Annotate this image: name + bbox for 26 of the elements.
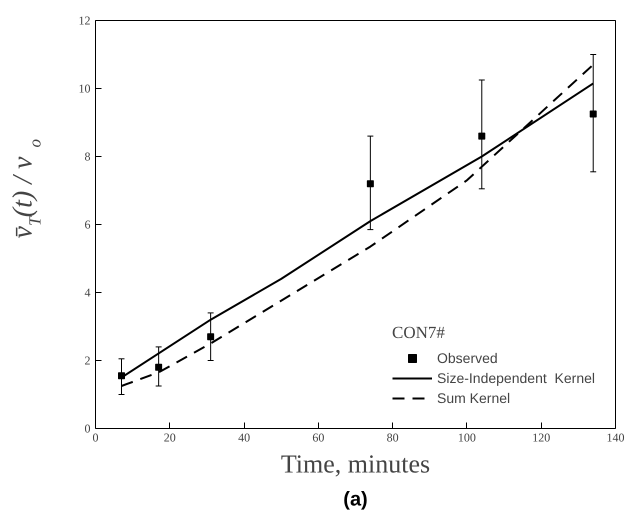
y-tick-label: 8	[84, 150, 90, 164]
point	[366, 180, 374, 188]
y-axis-title: v̄T(t) / vo	[8, 139, 44, 238]
y-tick-label: 10	[78, 82, 90, 96]
point	[155, 364, 162, 371]
point	[478, 132, 486, 140]
y-tick-label: 2	[84, 354, 90, 368]
x-tick-label: 120	[532, 430, 550, 444]
x-tick-label: 40	[238, 430, 250, 444]
point	[207, 333, 214, 340]
legend-label: Sum Kernel	[437, 390, 510, 406]
text: (a)	[343, 488, 368, 510]
x-tick-label: 100	[458, 430, 476, 444]
x-tick-label: 20	[164, 430, 176, 444]
legend-title: CON7#	[392, 323, 446, 343]
y-tick-label: 12	[78, 14, 90, 28]
legend-label: Size-Independent Kernel	[437, 370, 595, 386]
x-axis-title: Time, minutes	[280, 450, 430, 478]
y-tick-label: 4	[84, 286, 90, 300]
y-tick-label: 6	[84, 218, 90, 232]
legend-label: Observed	[437, 350, 498, 366]
x-tick-label: 80	[386, 430, 399, 444]
point	[590, 110, 597, 118]
y-tick-label: 0	[84, 422, 90, 436]
x-tick-label: 140	[606, 430, 624, 444]
x-tick-label: 60	[312, 430, 324, 444]
